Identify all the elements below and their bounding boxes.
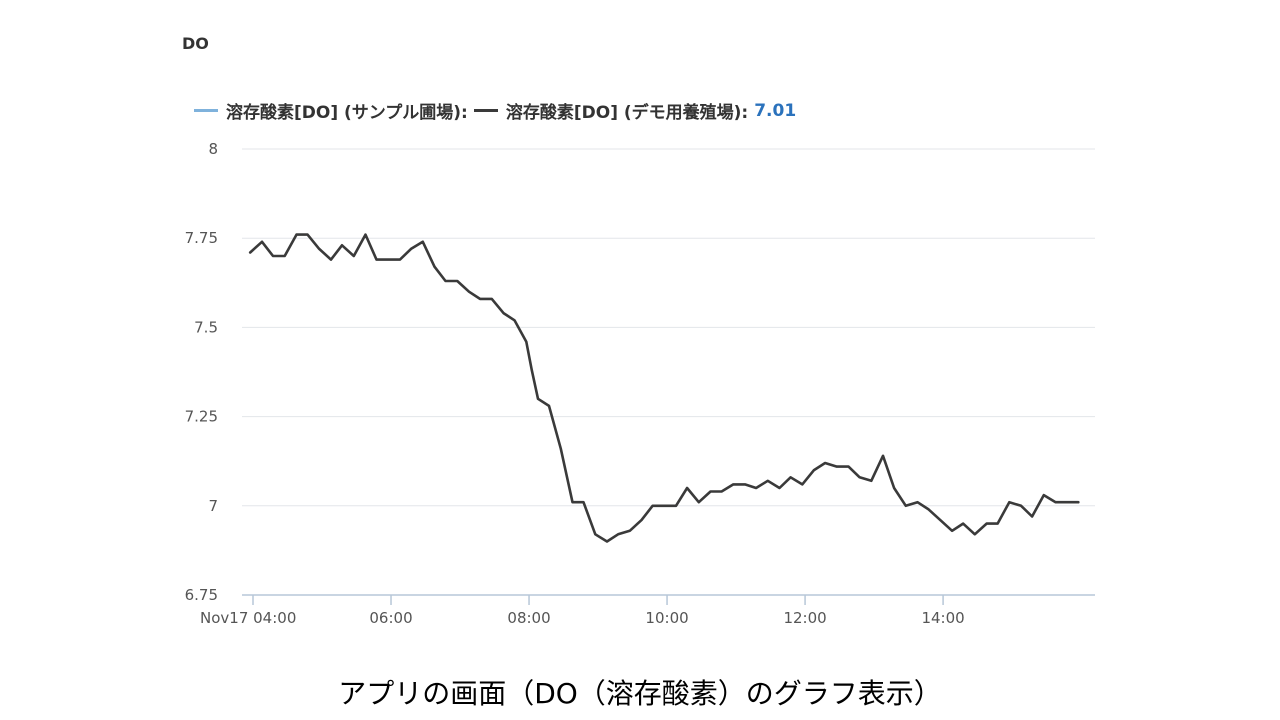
x-tick-label: 12:00 <box>783 609 826 627</box>
x-tick-label: 08:00 <box>507 609 550 627</box>
y-tick-label: 8 <box>208 140 218 158</box>
y-tick-label: 6.75 <box>185 586 218 604</box>
x-axis: Nov17 04:00 06:00 08:00 10:00 12:00 14:00 <box>200 594 1095 627</box>
legend-label-demo[interactable]: 溶存酸素[DO] (デモ用養殖場): <box>505 103 749 123</box>
series-lines <box>248 233 1080 543</box>
y-tick-label: 7.25 <box>185 408 218 426</box>
legend-swatch-sample <box>194 109 218 112</box>
caption: アプリの画面（DO（溶存酸素）のグラフ表示） <box>338 677 942 710</box>
legend-label-sample[interactable]: 溶存酸素[DO] (サンプル圃場): <box>226 103 468 123</box>
x-tick-label: 06:00 <box>369 609 412 627</box>
x-tick-label: Nov17 04:00 <box>200 609 296 627</box>
series-line-1[interactable] <box>248 233 1080 543</box>
x-tick-label: 10:00 <box>645 609 688 627</box>
y-tick-label: 7 <box>208 497 218 515</box>
y-tick-label: 7.75 <box>185 229 218 247</box>
chart-title: DO <box>182 34 209 53</box>
legend-current-value: 7.01 <box>754 100 797 121</box>
x-tick-label: 14:00 <box>921 609 964 627</box>
y-axis-ticks: 8 7.75 7.5 7.25 7 6.75 <box>185 140 218 604</box>
legend-swatch-demo <box>473 109 498 112</box>
grid-lines <box>242 148 1095 507</box>
legend: 溶存酸素[DO] (サンプル圃場): 溶存酸素[DO] (デモ用養殖場): 7.… <box>194 98 796 123</box>
y-tick-label: 7.5 <box>194 318 218 336</box>
